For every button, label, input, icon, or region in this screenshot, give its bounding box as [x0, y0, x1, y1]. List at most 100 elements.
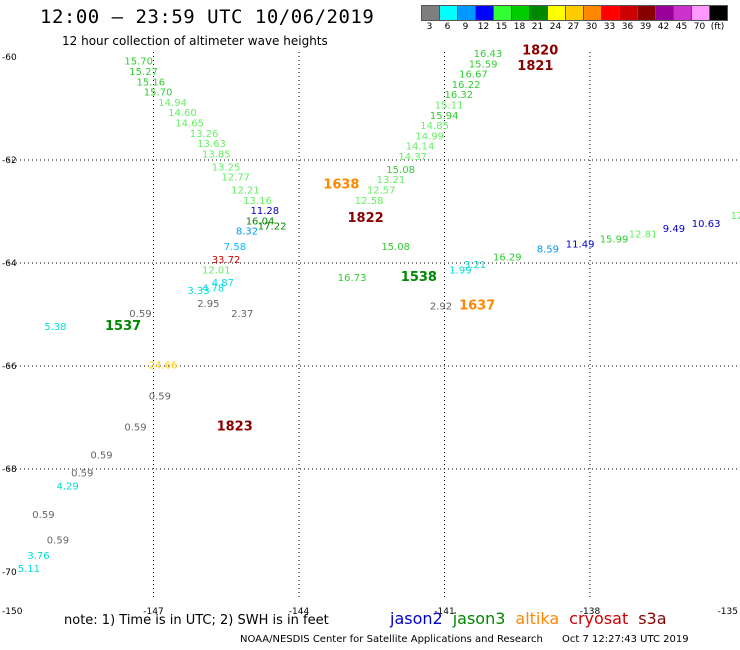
- color-swatch-label: 3: [426, 22, 433, 32]
- wave-height-value: 12.01: [202, 265, 231, 276]
- wave-height-value: 8.59: [537, 245, 559, 256]
- color-swatch-label: (ft): [710, 22, 725, 32]
- wave-height-value: 16.22: [452, 80, 481, 91]
- wave-height-value: 9.49: [663, 224, 685, 235]
- wave-height-value: 16.73: [338, 273, 367, 284]
- legend-cryosat: cryosat: [569, 609, 629, 628]
- wave-height-value: 13.16: [243, 196, 272, 207]
- legend-altika: altika: [515, 609, 560, 628]
- wave-height-value: 15.70: [124, 57, 153, 68]
- wave-height-value: 12.81: [629, 229, 658, 240]
- longitude-label: -150: [2, 607, 23, 617]
- color-swatch-label: 24: [549, 22, 562, 32]
- color-swatch-label: 42: [657, 22, 670, 32]
- wave-height-value: 4.87: [212, 278, 234, 289]
- latitude-label: -66: [2, 362, 17, 372]
- wave-height-value: 14.37: [398, 152, 427, 163]
- color-swatch-label: 70: [693, 22, 706, 32]
- color-swatch-label: 18: [513, 22, 526, 32]
- wave-height-value: 11.49: [566, 240, 595, 251]
- observation-layer: 15.7015.2715.1615.7014.9414.6014.6513.26…: [18, 49, 740, 575]
- wave-height-value: 33.72: [212, 255, 241, 266]
- longitude-label: -141: [434, 607, 454, 617]
- wave-height-value: 17.22: [258, 222, 287, 233]
- wave-height-value: 0.59: [71, 469, 93, 480]
- footer-credit: NOAA/NESDIS Center for Satellite Applica…: [240, 634, 689, 645]
- color-swatch-label: 6: [444, 22, 451, 32]
- map-axis-labels: -150 -147 -144 -141 -138 -135 -60 -62 -64 -66 -68 -…: [2, 53, 738, 617]
- wave-height-value: 7.58: [224, 242, 246, 253]
- color-swatch-label: 21: [531, 22, 544, 32]
- longitude-label: -138: [580, 607, 601, 617]
- color-swatch-label: 12: [477, 22, 490, 32]
- wave-height-value: 0.59: [124, 422, 146, 433]
- latitude-label: -64: [2, 259, 17, 269]
- wave-height-value: 2.95: [197, 299, 219, 310]
- wave-height-value: 0.59: [32, 510, 54, 521]
- color-swatch-label: 30: [585, 22, 598, 32]
- pass-time-label: 1537: [105, 319, 141, 334]
- color-swatch-label: 36: [621, 22, 634, 32]
- wave-height-value: 12.57: [367, 186, 396, 197]
- longitude-label: -147: [143, 607, 163, 617]
- wave-height-value: 24.66: [149, 361, 178, 372]
- pass-time-label: 1820: [522, 43, 558, 58]
- color-swatch: [709, 5, 728, 21]
- wave-height-value: 12.05: [731, 211, 740, 222]
- wave-height-value: 15.27: [129, 67, 158, 78]
- color-scale-bar: [421, 5, 728, 21]
- pass-time-label: 1638: [323, 177, 359, 192]
- wave-height-value: 15.08: [381, 242, 410, 253]
- latitude-label: -60: [2, 53, 17, 63]
- color-swatch-label: 27: [567, 22, 580, 32]
- wave-height-value: 15.11: [435, 101, 464, 112]
- wave-height-value: 13.25: [212, 162, 241, 173]
- wave-height-value: 15.70: [144, 88, 173, 99]
- wave-height-value: 16.32: [445, 90, 474, 101]
- wave-height-value: 3.76: [27, 551, 49, 562]
- legend-jason3: jason3: [452, 609, 506, 628]
- color-swatch-label: 9: [462, 22, 469, 32]
- wave-height-value: 0.59: [90, 451, 112, 462]
- wave-height-value: 14.14: [406, 142, 435, 153]
- wave-height-value: 3.21: [464, 260, 486, 271]
- pass-time-label: 1821: [517, 59, 553, 74]
- pass-time-layer: 182018211638182215381637153718231539: [105, 43, 558, 434]
- wave-height-value: 3.33: [187, 286, 209, 297]
- wave-height-value: 13.21: [377, 175, 406, 186]
- latitude-label: -68: [2, 465, 17, 475]
- wave-height-value: 2.92: [430, 301, 452, 312]
- generated-timestamp: Oct 7 12:27:43 UTC 2019: [562, 634, 689, 645]
- wave-height-value: 14.65: [175, 119, 204, 130]
- wave-height-value: 15.08: [386, 165, 415, 176]
- wave-height-value: 14.60: [168, 108, 197, 119]
- longitude-label: -144: [289, 607, 310, 617]
- wave-height-value: 16.67: [459, 70, 488, 81]
- pass-time-label: 1822: [348, 211, 384, 226]
- wave-height-value: 5.38: [44, 322, 66, 333]
- wave-height-value: 5.11: [18, 564, 40, 575]
- wave-height-value: 4.29: [57, 482, 79, 493]
- wave-height-value: 15.99: [600, 234, 629, 245]
- units-note: note: 1) Time is in UTC; 2) SWH is in fe…: [64, 613, 329, 628]
- pass-time-label: 1637: [459, 298, 495, 313]
- longitude-label: -135: [718, 607, 738, 617]
- map-gridlines: [8, 52, 738, 600]
- wave-height-value: 15.16: [137, 77, 166, 88]
- color-swatch-label: 45: [675, 22, 688, 32]
- wave-height-value: 1.99: [449, 265, 471, 276]
- wave-height-value: 15.94: [430, 111, 459, 122]
- wave-height-value: 2.37: [231, 309, 253, 320]
- wave-height-value: 13.85: [202, 149, 231, 160]
- satellite-legend: jason2 jason3 altika cryosat s3a: [390, 609, 677, 628]
- color-swatch-label: 39: [639, 22, 652, 32]
- wave-height-value: 13.26: [190, 129, 219, 140]
- latitude-label: -70: [2, 568, 17, 578]
- wave-height-value: 0.59: [149, 392, 171, 403]
- wave-height-value: 12.21: [231, 186, 260, 197]
- wave-height-value: 0.59: [47, 536, 69, 547]
- wave-height-value: 12.58: [355, 196, 384, 207]
- page-subtitle: 12 hour collection of altimeter wave hei…: [62, 34, 328, 48]
- wave-height-value: 14.99: [415, 131, 444, 142]
